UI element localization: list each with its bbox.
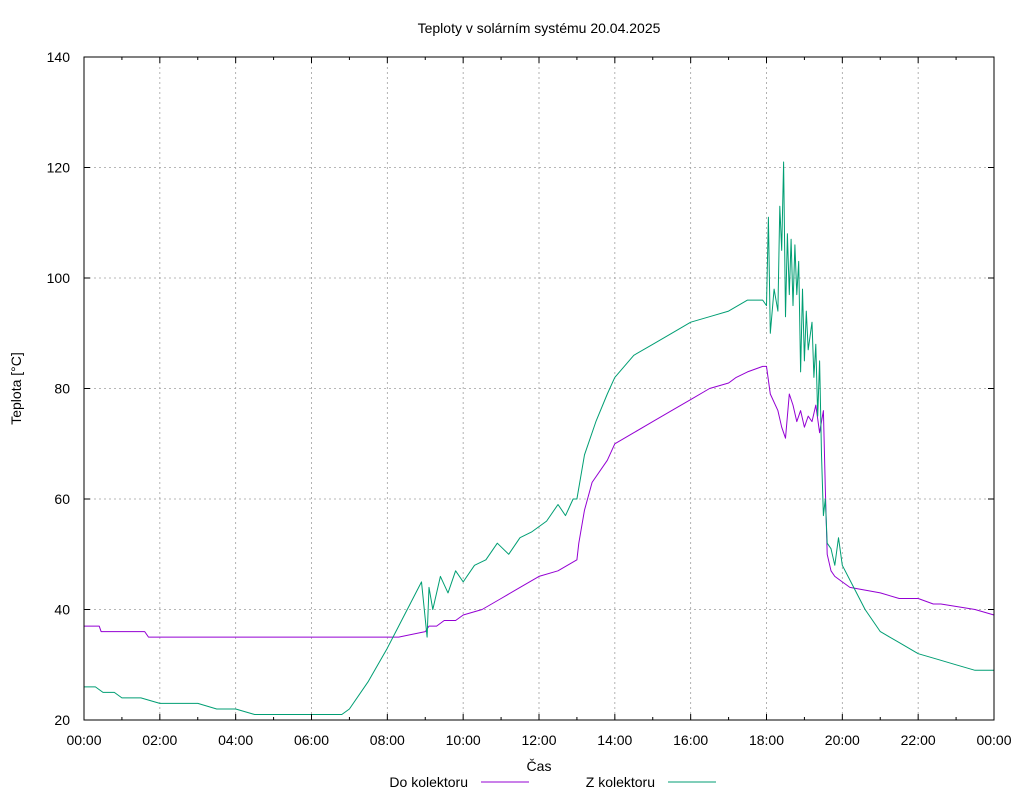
x-tick-label: 14:00 bbox=[597, 732, 632, 748]
x-tick-label: 12:00 bbox=[521, 732, 556, 748]
x-tick-label: 06:00 bbox=[294, 732, 329, 748]
y-axis-label: Teplota [°C] bbox=[8, 352, 24, 425]
legend-label: Do kolektoru bbox=[389, 774, 468, 790]
chart-title: Teploty v solárním systému 20.04.2025 bbox=[418, 20, 661, 36]
x-tick-label: 02:00 bbox=[142, 732, 177, 748]
x-tick-label: 22:00 bbox=[901, 732, 936, 748]
y-tick-label: 60 bbox=[54, 491, 70, 507]
x-tick-label: 04:00 bbox=[218, 732, 253, 748]
x-tick-label: 18:00 bbox=[749, 732, 784, 748]
legend-label: Z kolektoru bbox=[586, 774, 655, 790]
grid bbox=[84, 57, 994, 720]
y-tick-label: 80 bbox=[54, 381, 70, 397]
x-tick-label: 20:00 bbox=[825, 732, 860, 748]
ticks: 00:00 02:00 04:00 06:00 08:00 10:00 12:00 14:00… bbox=[47, 49, 1012, 748]
series-line-z-kolektoru bbox=[84, 161, 994, 715]
x-tick-label: 16:00 bbox=[673, 732, 708, 748]
x-tick-label: 00:00 bbox=[66, 732, 101, 748]
y-tick-label: 140 bbox=[47, 49, 71, 65]
x-axis-label: Čas bbox=[527, 758, 552, 774]
series-line-do-kolektoru bbox=[84, 365, 995, 638]
series-group bbox=[84, 161, 995, 715]
x-tick-label: 00:00 bbox=[976, 732, 1011, 748]
y-tick-label: 120 bbox=[47, 160, 71, 176]
y-tick-label: 100 bbox=[47, 270, 71, 286]
legend: Do kolektoru Z kolektoru bbox=[389, 774, 716, 790]
y-tick-label: 20 bbox=[54, 712, 70, 728]
x-tick-label: 08:00 bbox=[370, 732, 405, 748]
x-tick-label: 10:00 bbox=[446, 732, 481, 748]
y-tick-label: 40 bbox=[54, 602, 70, 618]
